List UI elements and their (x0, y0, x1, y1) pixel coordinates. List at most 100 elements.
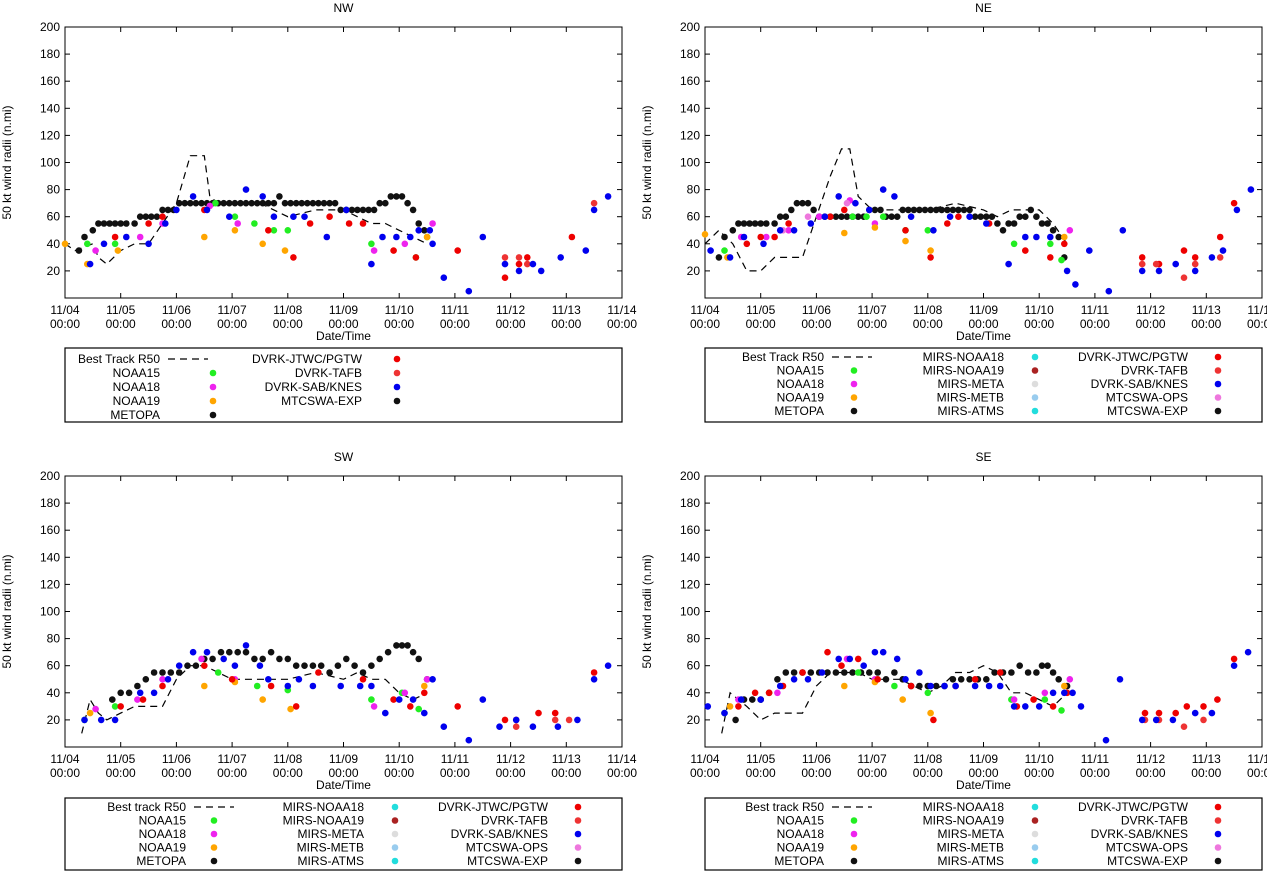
legend-item: MTCSWA-EXP (281, 394, 401, 408)
legend-item: MIRS-NOAA19 (923, 364, 1039, 378)
data-point (295, 676, 303, 683)
x-tick-label-time: 00:00 (440, 766, 470, 780)
x-tick-label-date: 11/04 (690, 752, 719, 766)
data-point (854, 655, 862, 663)
data-point (790, 227, 798, 234)
data-point (276, 655, 283, 663)
data-point (379, 233, 386, 241)
data-point (996, 669, 1004, 676)
data-point (843, 213, 851, 220)
data-point (905, 206, 912, 214)
data-point (557, 254, 564, 261)
legend-label: MIRS-METB (937, 391, 1004, 405)
data-point (159, 682, 166, 690)
data-point (866, 669, 873, 676)
legend-label: Best track R50 (745, 800, 824, 814)
data-point (429, 240, 436, 248)
data-point (854, 669, 862, 676)
data-point (765, 689, 773, 697)
data-point (841, 669, 848, 676)
x-tick-label-date: 11/13 (1192, 752, 1221, 766)
x-tick-label-date: 11/14 (607, 752, 636, 766)
y-tick-label: 180 (680, 47, 700, 61)
data-point (512, 723, 520, 730)
data-point (407, 233, 414, 241)
data-point (203, 206, 211, 214)
legend-item: DVRK-JTWC/PGTW (438, 800, 582, 814)
data-point (944, 220, 951, 227)
legend-marker (850, 394, 858, 401)
data-point (100, 240, 108, 248)
data-point (387, 193, 395, 200)
legend-item: Best Track R50 (742, 350, 872, 364)
legend-label: DVRK-TAFB (295, 366, 362, 380)
data-point (368, 696, 375, 703)
data-point (1219, 247, 1227, 254)
y-tick-label: 20 (47, 264, 61, 278)
data-point (537, 267, 545, 275)
x-tick-label-date: 11/04 (690, 303, 719, 317)
data-point (771, 220, 778, 227)
data-point (359, 669, 367, 676)
x-tick-label-time: 00:00 (161, 317, 191, 331)
legend-item: NOAA18 (777, 377, 858, 391)
x-tick-label-date: 11/05 (106, 752, 135, 766)
legend-marker (391, 803, 399, 811)
data-point (234, 648, 241, 656)
data-point (1016, 662, 1023, 669)
data-point (209, 655, 216, 663)
data-point (838, 662, 845, 669)
data-point (1022, 213, 1029, 220)
data-point (298, 199, 306, 207)
legend-marker (209, 397, 217, 405)
data-point (863, 213, 870, 220)
data-point (1055, 676, 1062, 683)
data-point (582, 247, 590, 254)
x-tick-label-date: 11/13 (552, 752, 581, 766)
data-point (265, 676, 272, 683)
x-tick-label-date: 11/12 (1136, 303, 1165, 317)
data-point (985, 682, 993, 690)
y-tick-label: 140 (40, 101, 60, 115)
y-axis-label: 50 kt wind radii (n.mi) (0, 554, 14, 668)
data-point (317, 662, 325, 669)
x-tick-label-time: 00:00 (1247, 766, 1267, 780)
data-point (359, 220, 367, 227)
data-point (1047, 240, 1054, 248)
data-point (214, 669, 222, 676)
data-point (242, 186, 250, 193)
data-point (930, 227, 937, 234)
data-point (1072, 281, 1079, 288)
data-point (949, 206, 957, 214)
data-point (382, 199, 389, 207)
legend-item: DVRK-SAB/KNES (1091, 377, 1222, 391)
data-point (465, 736, 473, 744)
data-point (220, 655, 227, 663)
y-tick-label: 180 (680, 496, 700, 510)
data-point (61, 240, 69, 248)
data-point (874, 669, 881, 676)
data-point (604, 662, 612, 669)
legend-item: DVRK-TAFB (1121, 814, 1222, 828)
data-point (251, 655, 258, 663)
legend-item: DVRK-JTWC/PGTW (1078, 800, 1222, 814)
x-tick-label-time: 00:00 (217, 766, 247, 780)
data-point (888, 213, 895, 220)
data-point (832, 669, 840, 676)
data-point (849, 669, 856, 676)
data-point (916, 206, 923, 214)
data-point (1061, 233, 1068, 241)
series-dvrk-tafb (501, 199, 598, 268)
data-point (337, 206, 345, 214)
legend-label: METOPA (110, 408, 160, 422)
data-point (1138, 267, 1146, 275)
data-point (960, 206, 968, 214)
data-point (835, 655, 842, 663)
data-point (265, 199, 272, 207)
data-point (554, 723, 562, 730)
data-point (111, 220, 119, 227)
data-point (590, 669, 598, 676)
x-tick-label-time: 00:00 (1080, 317, 1110, 331)
series-dvrk-sab-knes (704, 648, 1252, 744)
legend-item: Best Track R50 (78, 352, 208, 366)
